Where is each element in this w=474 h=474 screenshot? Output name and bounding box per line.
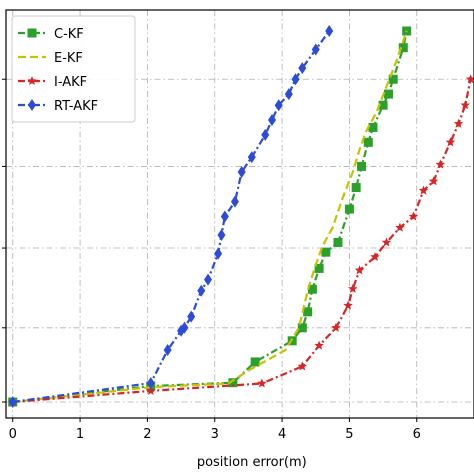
point-marker xyxy=(453,118,464,128)
point-marker xyxy=(204,273,213,286)
point-marker xyxy=(325,25,334,37)
point-marker xyxy=(297,323,307,333)
legend-item-i-akf: I-AKF xyxy=(18,75,87,90)
legend-label: C-KF xyxy=(54,27,84,42)
x-tick-label: 0 xyxy=(9,427,17,442)
point-marker xyxy=(257,378,267,388)
point-marker xyxy=(354,265,365,275)
x-tick-label: 5 xyxy=(345,427,353,442)
point-marker xyxy=(428,176,439,186)
series-i-akf xyxy=(7,74,474,407)
legend-item-rt-akf: RT-AKF xyxy=(18,99,98,114)
x-tick-label: 4 xyxy=(278,427,286,442)
point-marker xyxy=(370,251,380,261)
point-marker xyxy=(187,310,196,323)
point-marker xyxy=(197,284,206,297)
point-marker xyxy=(180,321,189,334)
plot-series xyxy=(7,25,474,408)
point-marker xyxy=(314,263,324,273)
point-marker xyxy=(388,74,398,84)
x-tick-label: 3 xyxy=(211,427,219,442)
point-marker xyxy=(237,165,246,178)
legend-item-c-kf: C-KF xyxy=(18,27,84,42)
point-marker xyxy=(297,361,308,371)
point-marker xyxy=(267,114,276,127)
point-marker xyxy=(261,128,270,141)
point-marker xyxy=(418,185,429,195)
point-marker xyxy=(163,344,172,357)
axes-frame xyxy=(5,9,474,419)
point-marker xyxy=(146,385,156,395)
point-marker xyxy=(27,28,37,38)
point-marker xyxy=(220,210,229,223)
legend-label: E-KF xyxy=(54,51,83,66)
point-marker xyxy=(274,99,283,112)
point-marker xyxy=(383,89,393,99)
point-marker xyxy=(314,340,324,350)
series-e-kf xyxy=(12,30,408,404)
point-marker xyxy=(228,378,238,388)
point-marker xyxy=(344,204,354,214)
legend-label: I-AKF xyxy=(54,75,87,90)
point-marker xyxy=(465,74,474,84)
point-marker xyxy=(395,222,405,232)
point-marker xyxy=(331,322,341,332)
point-marker xyxy=(298,62,307,75)
point-marker xyxy=(303,307,313,317)
point-marker xyxy=(445,137,456,147)
legend: C-KF E-KF I-AKF RT-AKF xyxy=(11,15,136,123)
point-marker xyxy=(291,73,300,86)
series-rt-akf xyxy=(8,25,334,408)
x-tick-label: 1 xyxy=(76,427,84,442)
point-marker xyxy=(321,247,331,257)
point-marker xyxy=(343,300,353,310)
legend-box xyxy=(11,15,136,123)
legend-label: RT-AKF xyxy=(54,99,98,114)
point-marker xyxy=(27,76,37,86)
point-marker xyxy=(363,137,373,147)
point-marker xyxy=(284,88,293,101)
x-tick-label: 6 xyxy=(413,427,421,442)
point-marker xyxy=(351,183,361,193)
legend-item-e-kf: E-KF xyxy=(18,51,83,66)
point-marker xyxy=(28,99,36,111)
point-marker xyxy=(357,161,367,171)
point-marker xyxy=(368,122,378,132)
point-marker xyxy=(146,377,155,390)
point-marker xyxy=(230,195,239,208)
point-marker xyxy=(217,229,226,242)
x-axis-label: position error(m) xyxy=(197,455,307,470)
point-marker xyxy=(435,159,446,169)
series-line xyxy=(12,30,331,404)
point-marker xyxy=(214,247,223,260)
point-marker xyxy=(460,100,470,110)
point-marker xyxy=(8,396,17,408)
point-marker xyxy=(378,100,388,110)
x-tick-label: 2 xyxy=(143,427,151,442)
point-marker xyxy=(247,151,256,164)
point-marker xyxy=(408,211,419,221)
point-marker xyxy=(250,357,260,367)
point-marker xyxy=(311,43,320,56)
series-line xyxy=(12,79,472,404)
point-marker xyxy=(381,237,392,247)
point-marker xyxy=(348,283,358,293)
series-line xyxy=(12,30,408,404)
point-marker xyxy=(333,237,343,247)
point-marker xyxy=(307,284,317,294)
axis-ticks: 0 1 2 3 4 5 6 xyxy=(2,78,421,442)
point-marker xyxy=(398,43,408,53)
